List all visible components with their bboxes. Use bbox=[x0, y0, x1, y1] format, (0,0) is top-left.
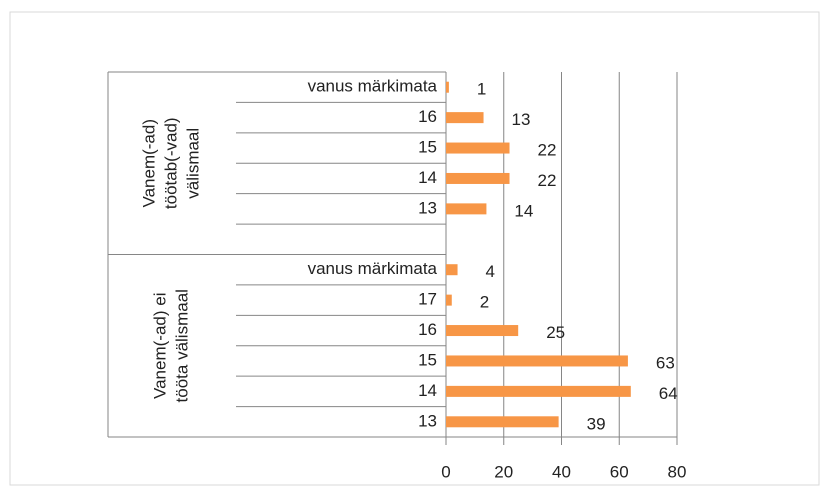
data-label: 14 bbox=[514, 201, 533, 220]
data-label: 1 bbox=[477, 80, 486, 99]
data-label: 64 bbox=[659, 384, 678, 403]
bar bbox=[446, 142, 510, 154]
data-label: 22 bbox=[538, 171, 557, 190]
group-label: tööta välismaal bbox=[172, 289, 191, 402]
data-label: 63 bbox=[656, 353, 675, 372]
data-label: 2 bbox=[480, 293, 489, 312]
bar bbox=[446, 264, 458, 276]
bar bbox=[446, 385, 631, 397]
x-tick-label: 40 bbox=[552, 462, 571, 481]
x-tick-label: 60 bbox=[610, 462, 629, 481]
y-tick-label: 16 bbox=[418, 320, 437, 339]
y-tick-label: 17 bbox=[418, 290, 437, 309]
data-label: 22 bbox=[538, 141, 557, 160]
x-tick-label: 0 bbox=[441, 462, 450, 481]
bar bbox=[446, 325, 519, 337]
y-tick-label: 15 bbox=[418, 350, 437, 369]
bar bbox=[446, 416, 559, 428]
group-label: välismaal bbox=[183, 128, 202, 199]
y-tick-label: 13 bbox=[418, 411, 437, 430]
y-tick-label: 16 bbox=[418, 107, 437, 126]
data-label: 4 bbox=[486, 262, 495, 281]
y-tick-label: 13 bbox=[418, 198, 437, 217]
group-label: töötab(-vad) bbox=[161, 117, 180, 209]
x-tick-label: 80 bbox=[668, 462, 687, 481]
y-tick-label: 15 bbox=[418, 138, 437, 157]
data-label: 25 bbox=[546, 323, 565, 342]
bar bbox=[446, 172, 510, 184]
bar bbox=[446, 203, 487, 215]
x-tick-label: 20 bbox=[494, 462, 513, 481]
group-label: Vanem(-ad) ei bbox=[150, 293, 169, 399]
y-tick-label: 14 bbox=[418, 381, 437, 400]
y-tick-label: 14 bbox=[418, 168, 437, 187]
bar bbox=[446, 81, 449, 93]
group-label: Vanem(-ad) bbox=[139, 119, 158, 208]
bar bbox=[446, 112, 484, 124]
bar bbox=[446, 294, 452, 306]
data-label: 13 bbox=[512, 110, 531, 129]
data-label: 39 bbox=[587, 414, 606, 433]
y-tick-label: vanus märkimata bbox=[308, 259, 438, 278]
bar bbox=[446, 355, 628, 367]
y-tick-label: vanus märkimata bbox=[308, 77, 438, 96]
